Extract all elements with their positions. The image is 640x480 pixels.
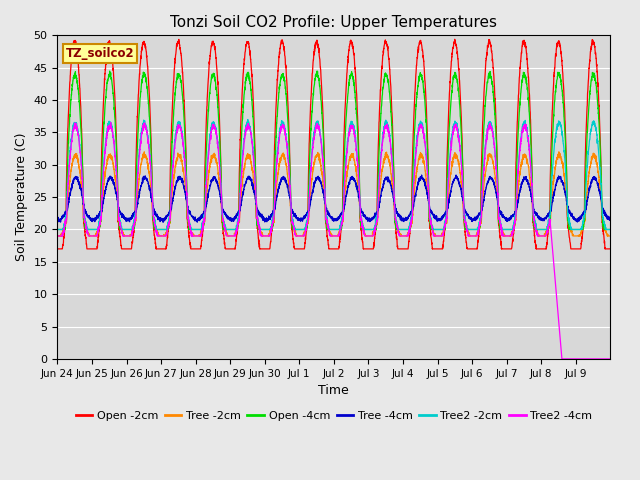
Legend: Open -2cm, Tree -2cm, Open -4cm, Tree -4cm, Tree2 -2cm, Tree2 -4cm: Open -2cm, Tree -2cm, Open -4cm, Tree -4…	[71, 407, 596, 425]
X-axis label: Time: Time	[319, 384, 349, 397]
Text: TZ_soilco2: TZ_soilco2	[66, 47, 134, 60]
Y-axis label: Soil Temperature (C): Soil Temperature (C)	[15, 133, 28, 262]
Title: Tonzi Soil CO2 Profile: Upper Temperatures: Tonzi Soil CO2 Profile: Upper Temperatur…	[170, 15, 497, 30]
